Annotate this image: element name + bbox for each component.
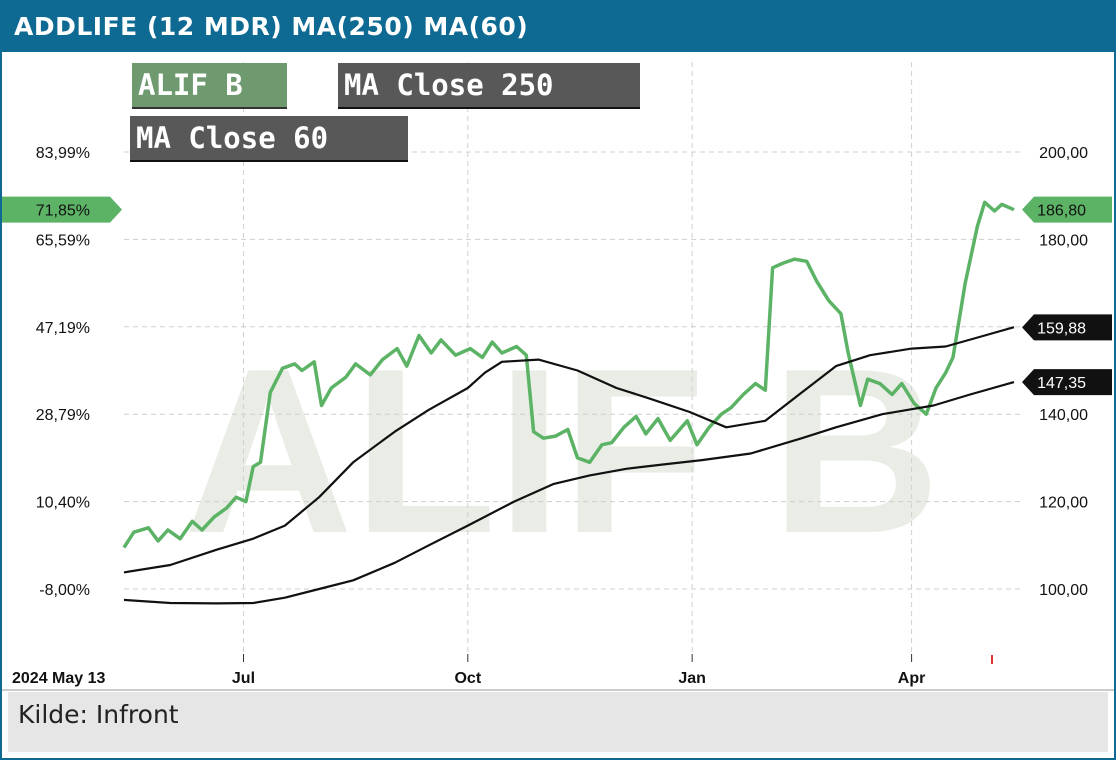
y-left-tick-label: 47,19% (36, 320, 90, 337)
header-bar: ADDLIFE (12 MDR) MA(250) MA(60) (2, 2, 1114, 52)
y-left-tick-label: -8,00% (39, 582, 90, 599)
y-right-tick-label: 200,00 (1039, 145, 1088, 162)
value-tag-right (1022, 314, 1112, 341)
y-right-tick-label: 120,00 (1039, 495, 1088, 512)
y-right-tick-label: 180,00 (1039, 232, 1088, 249)
y-left-tick-label: 83,99% (36, 145, 90, 162)
value-tag-pct-text: 71,85% (36, 203, 90, 220)
plot-area: ALIF B 83,99% 65,59% 47,19% 28,79% 10,40% -8,… (2, 52, 1114, 692)
x-tick-label: 2024 May 13 (12, 670, 106, 687)
axes: 83,99% 65,59% 47,19% 28,79% 10,40% -8,00% 200,… (2, 145, 1114, 691)
x-tick-label: Oct (454, 670, 481, 687)
legend-alif-b: ALIF B (132, 63, 287, 109)
value-tag-right (1022, 196, 1112, 223)
series-line-alif-b (122, 200, 1015, 549)
value-tags: 186,80 71,85% 159,88 147,35 (2, 196, 1112, 396)
price-chart: ALIF B 83,99% 65,59% 47,19% 28,79% 10,40% -8,… (2, 62, 1114, 691)
x-tick-label: Jul (232, 670, 255, 687)
value-tag-text: 186,80 (1037, 203, 1086, 220)
footer: Kilde: Infront (8, 692, 1108, 752)
grid-lines (124, 62, 1022, 652)
series-line-ma-close-60 (123, 326, 1015, 574)
value-tag-left (2, 196, 122, 223)
x-tick-label: Apr (898, 670, 926, 687)
y-left-tick-label: 28,79% (36, 407, 90, 424)
value-tag-text: 159,88 (1037, 320, 1086, 337)
source-label: Kilde: Infront (18, 700, 179, 729)
y-left-tick-label: 10,40% (36, 495, 90, 512)
chart-title: ADDLIFE (12 MDR) MA(250) MA(60) (14, 12, 529, 41)
legend-ma-close-60: MA Close 60 (130, 116, 408, 162)
series-lines (122, 200, 1015, 605)
y-right-tick-label: 140,00 (1039, 407, 1088, 424)
x-tick-label: Jan (678, 670, 706, 687)
value-tag-right (1022, 369, 1112, 396)
y-left-tick-label: 65,59% (36, 232, 90, 249)
value-tag-text: 147,35 (1037, 375, 1086, 392)
watermark: ALIF B (183, 319, 940, 582)
legend-ma-close-250: MA Close 250 (338, 63, 640, 109)
series-line-ma-close-250 (123, 381, 1015, 605)
y-right-tick-label: 100,00 (1039, 582, 1088, 599)
